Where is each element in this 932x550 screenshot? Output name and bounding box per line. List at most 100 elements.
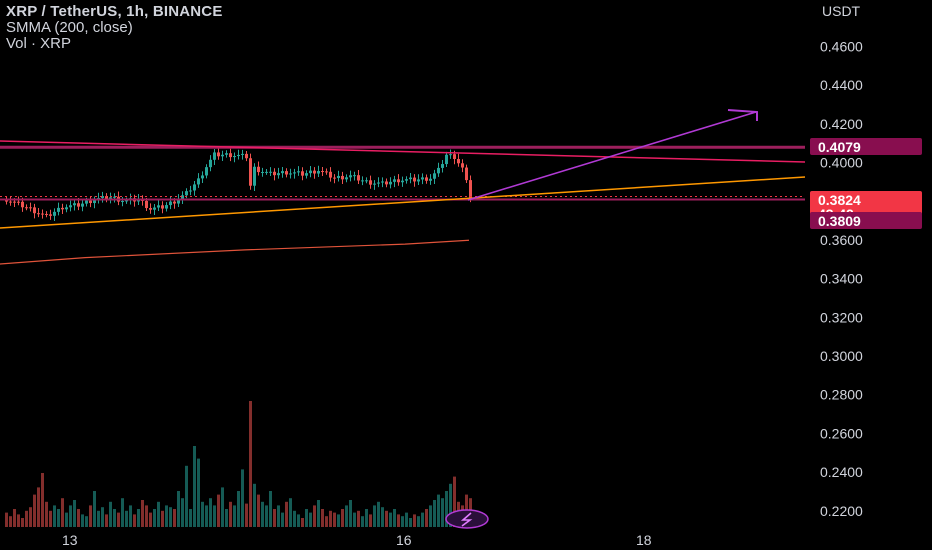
candle-body (113, 196, 116, 198)
volume-bar (453, 476, 456, 527)
candle-body (29, 207, 32, 209)
candle-body (41, 213, 44, 215)
volume-bar (185, 465, 188, 527)
volume-bar (377, 501, 380, 527)
volume-label[interactable]: Vol · XRP (6, 35, 72, 52)
price-tick: 0.3400 (820, 271, 863, 287)
volume-bar (349, 500, 352, 527)
candle-body (305, 173, 308, 176)
candle-body (73, 203, 76, 206)
candle-body (229, 153, 232, 158)
volume-bar (389, 512, 392, 527)
volume-bar (149, 512, 152, 527)
volume-bar (401, 516, 404, 527)
volume-bar (29, 507, 32, 527)
candle-body (193, 184, 196, 191)
indicator-label[interactable]: SMMA (200, close) (6, 19, 133, 36)
volume-bar (21, 518, 24, 527)
volume-bar (225, 509, 228, 527)
volume-bar (321, 509, 324, 527)
candle-body (25, 207, 28, 209)
symbol-title[interactable]: XRP / TetherUS, 1h, BINANCE (6, 3, 223, 20)
candle-body (405, 179, 408, 181)
candle-body (309, 170, 312, 174)
volume-bar (213, 505, 216, 527)
candle-body (417, 179, 420, 182)
candle-body (77, 203, 80, 207)
smma-line (0, 239, 470, 265)
volume-bar (61, 498, 64, 527)
candle-body (257, 166, 260, 173)
volume-bar (85, 516, 88, 527)
candle-body (253, 166, 256, 186)
candle-body (217, 152, 220, 157)
support-badge (810, 212, 922, 229)
lightning-icon[interactable] (445, 509, 489, 529)
time-axis[interactable]: 13 16 18 (62, 532, 652, 548)
volume-bar (417, 516, 420, 527)
volume-bar (177, 491, 180, 527)
candle-body (469, 180, 472, 199)
candle-body (145, 200, 148, 209)
channel-top-line[interactable] (0, 140, 806, 163)
volume-bar (261, 501, 264, 527)
volume-bar (53, 505, 56, 527)
forecast-arrow[interactable] (467, 111, 757, 201)
candle-body (225, 153, 228, 155)
candle-body (33, 207, 36, 214)
candle-body (361, 180, 364, 182)
volume-bar (57, 509, 60, 527)
price-tick: 0.2800 (820, 387, 863, 403)
volume-bar (125, 510, 128, 527)
drawing-lines (0, 109, 806, 265)
candle-body (245, 153, 248, 159)
candle-body (37, 213, 40, 215)
candle-body (249, 158, 252, 186)
arrow-head (727, 109, 758, 121)
candle-body (197, 178, 200, 185)
candle-body (269, 171, 272, 173)
volume-bar (193, 446, 196, 527)
candle-body (101, 195, 104, 199)
price-tick: 0.4200 (820, 116, 863, 132)
volume-bar (5, 512, 8, 527)
volume-bar (129, 505, 132, 527)
candle-body (425, 177, 428, 181)
candle-body (465, 167, 468, 181)
volume-bar (277, 505, 280, 527)
volume-bar (69, 505, 72, 527)
volume-bar (393, 509, 396, 527)
time-tick: 13 (62, 532, 78, 548)
price-axis[interactable]: USDT 0.4600 0.4400 0.4200 0.4000 0.3600 0.3400… (820, 3, 863, 519)
price-tick: 0.4600 (820, 38, 863, 54)
volume-bar (189, 509, 192, 527)
currency-label: USDT (822, 3, 861, 19)
volume-bar (437, 494, 440, 527)
candle-body (69, 205, 72, 208)
volume-bar (365, 509, 368, 527)
candle-body (449, 154, 452, 156)
volume-bar (305, 509, 308, 527)
candle-body (397, 179, 400, 183)
volume-bar (297, 514, 300, 527)
volume-bar (385, 510, 388, 527)
candle-body (341, 175, 344, 180)
candle-body (285, 171, 288, 175)
trend-line[interactable] (0, 176, 806, 229)
candle-body (109, 197, 112, 200)
candlesticks (5, 147, 472, 222)
volume-bar (117, 512, 120, 527)
candle-body (157, 205, 160, 208)
volume-bar (329, 510, 332, 527)
candle-body (61, 207, 64, 210)
price-tick: 0.4000 (820, 155, 863, 171)
volume-bar (133, 514, 136, 527)
volume-bar (429, 505, 432, 527)
candle-body (293, 172, 296, 174)
candle-body (317, 171, 320, 174)
volume-bar (41, 473, 44, 527)
candle-body (89, 200, 92, 204)
candle-body (281, 171, 284, 174)
candle-body (165, 205, 168, 209)
